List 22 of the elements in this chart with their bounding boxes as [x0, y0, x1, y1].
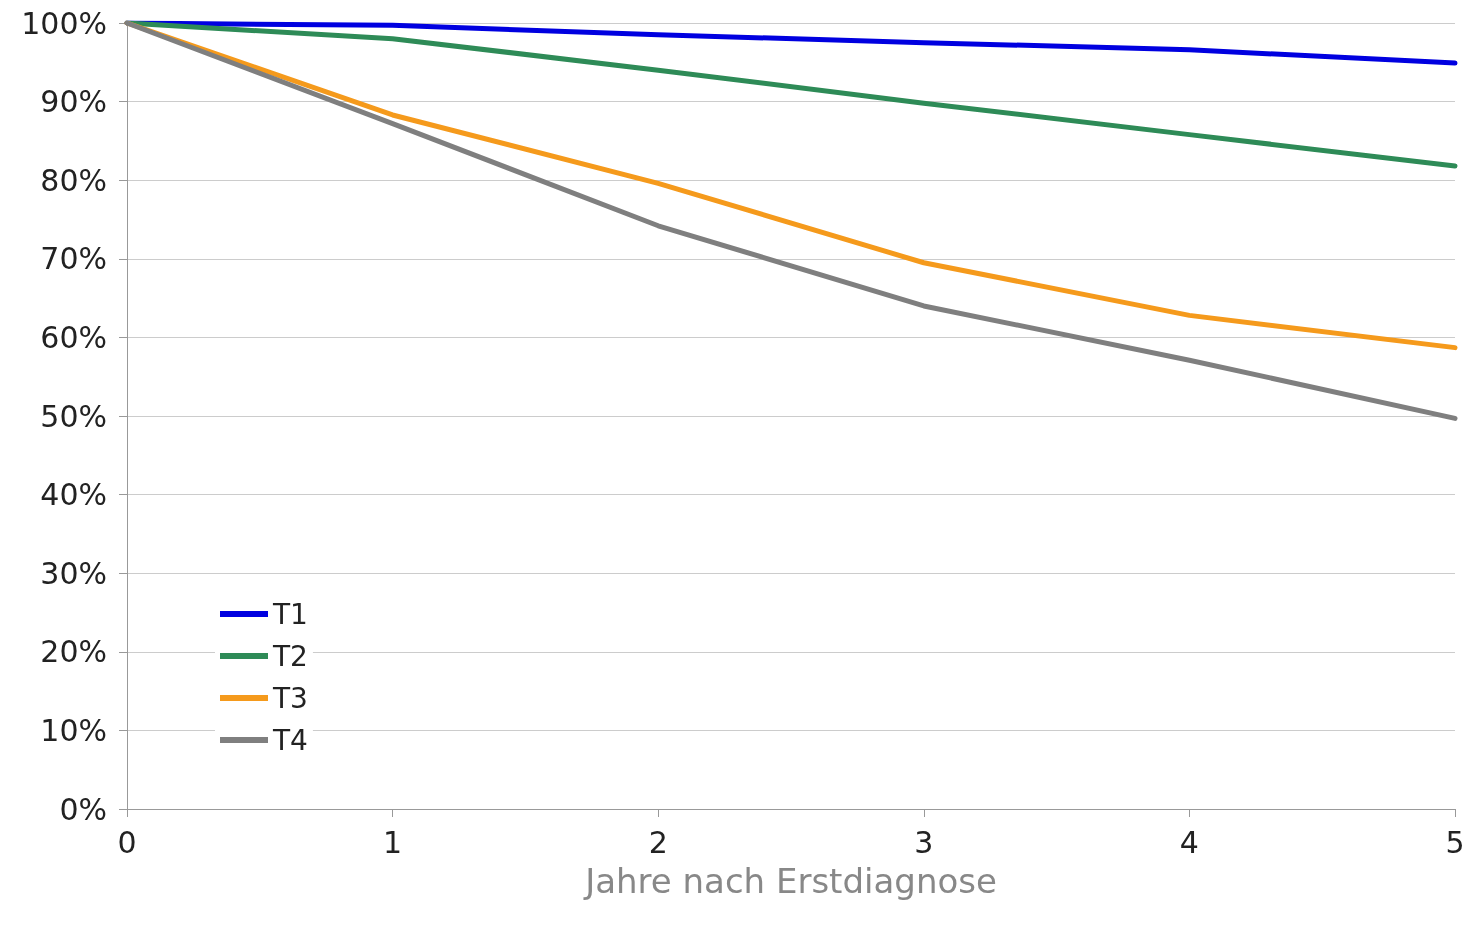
x-tick-label: 3: [914, 824, 934, 860]
y-tick-label: 40%: [40, 477, 107, 513]
x-tick-label: 2: [648, 824, 668, 860]
y-tick-label: 60%: [40, 319, 107, 355]
legend-label: T4: [272, 723, 308, 757]
y-tick-label: 0%: [59, 791, 107, 827]
x-axis-title: Jahre nach Erstdiagnose: [583, 861, 997, 901]
x-tick-label: 0: [117, 824, 137, 860]
x-tick-label: 1: [383, 824, 403, 860]
x-tick-label: 5: [1445, 824, 1465, 860]
y-tick-label: 10%: [40, 712, 107, 748]
legend-label: T3: [272, 681, 308, 715]
y-tick-label: 50%: [40, 398, 107, 434]
y-tick-label: 90%: [40, 84, 107, 120]
y-tick-label: 20%: [40, 634, 107, 670]
legend-label: T2: [272, 639, 308, 673]
y-tick-label: 80%: [40, 162, 107, 198]
legend-label: T1: [272, 597, 308, 631]
x-tick-label: 4: [1179, 824, 1199, 860]
y-tick-label: 70%: [40, 241, 107, 277]
y-tick-label: 30%: [40, 555, 107, 591]
y-tick-label: 100%: [21, 5, 107, 41]
